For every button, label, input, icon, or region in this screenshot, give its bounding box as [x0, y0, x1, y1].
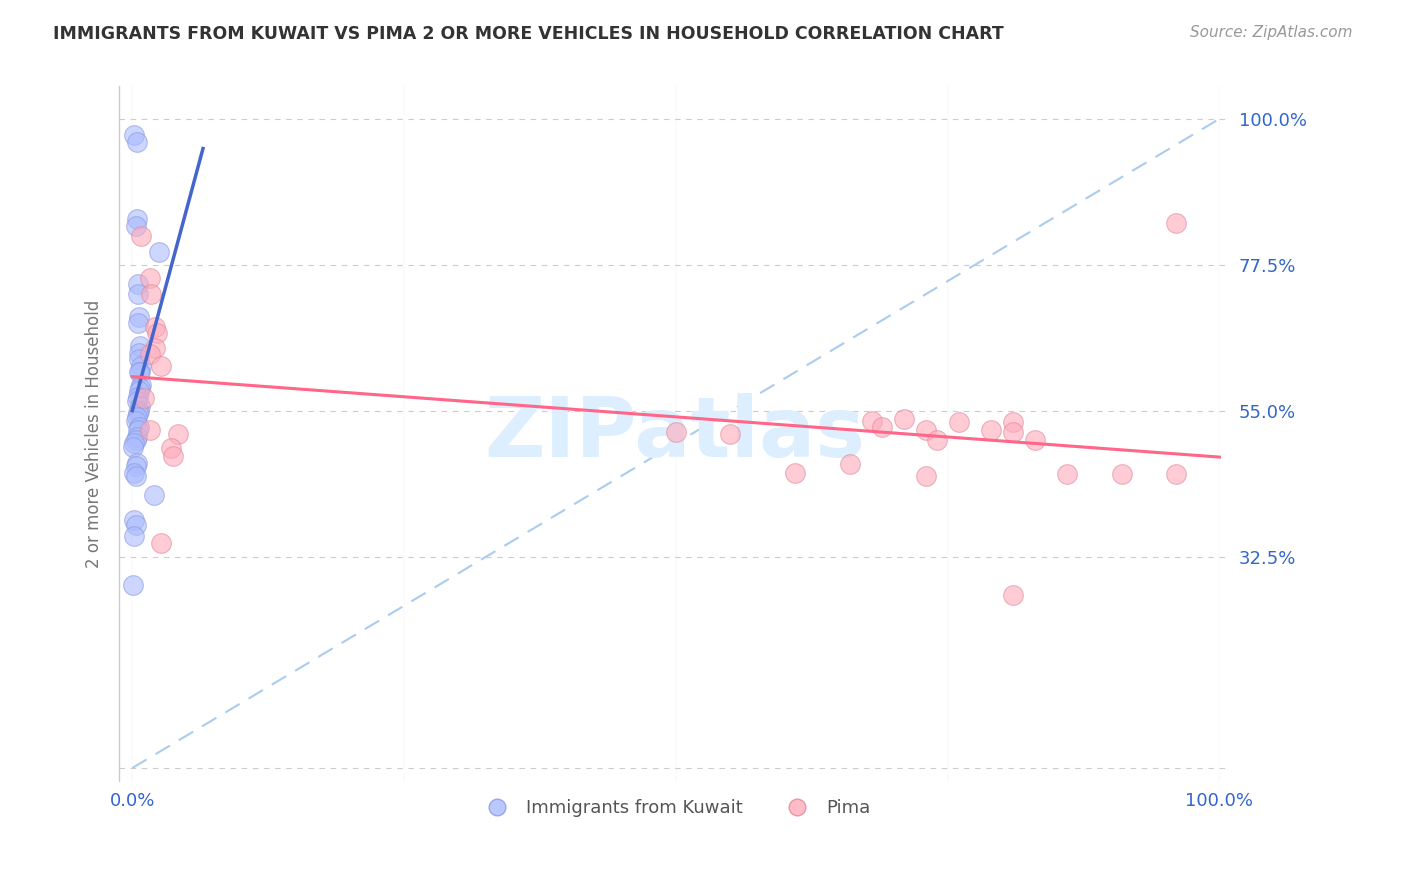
Point [124, 414, 146, 428]
Point [125, 135, 148, 149]
Point [129, 365, 152, 379]
Point [124, 529, 146, 543]
Point [128, 384, 150, 399]
Point [124, 436, 146, 450]
Point [872, 420, 894, 434]
Point [718, 426, 741, 441]
Point [149, 535, 172, 549]
Point [129, 228, 152, 243]
Point [1001, 415, 1024, 429]
Point [127, 277, 149, 292]
Point [129, 381, 152, 395]
Point [127, 316, 149, 330]
Point [134, 391, 156, 405]
Point [143, 488, 166, 502]
Point [122, 578, 145, 592]
Text: IMMIGRANTS FROM KUWAIT VS PIMA 2 OR MORE VEHICLES IN HOUSEHOLD CORRELATION CHART: IMMIGRANTS FROM KUWAIT VS PIMA 2 OR MORE… [53, 25, 1004, 43]
Point [124, 466, 146, 480]
Point [129, 359, 152, 373]
Point [128, 365, 150, 379]
Point [127, 390, 149, 404]
Point [838, 457, 860, 471]
Point [138, 347, 160, 361]
Point [124, 513, 146, 527]
Point [138, 271, 160, 285]
Point [1001, 425, 1024, 439]
Point [167, 426, 190, 441]
Point [160, 441, 183, 455]
Y-axis label: 2 or more Vehicles in Household: 2 or more Vehicles in Household [86, 300, 103, 568]
Text: Source: ZipAtlas.com: Source: ZipAtlas.com [1189, 25, 1353, 40]
Point [127, 287, 149, 301]
Point [127, 406, 149, 420]
Point [127, 424, 149, 438]
Point [125, 410, 148, 425]
Point [129, 378, 152, 392]
Point [139, 287, 162, 301]
Point [1001, 588, 1024, 602]
Point [129, 400, 152, 414]
Point [128, 404, 150, 418]
Point [948, 415, 970, 429]
Point [125, 456, 148, 470]
Point [785, 466, 807, 480]
Point [915, 424, 938, 438]
Point [1164, 467, 1187, 481]
Point [1111, 467, 1133, 481]
Point [122, 440, 145, 454]
Point [125, 394, 148, 409]
Point [125, 430, 148, 444]
Point [893, 412, 915, 426]
Point [925, 433, 948, 447]
Point [860, 414, 883, 428]
Point [124, 433, 146, 447]
Text: ZIPatlas: ZIPatlas [484, 393, 865, 475]
Point [124, 517, 146, 532]
Point [124, 468, 146, 483]
Point [149, 359, 172, 373]
Legend: Immigrants from Kuwait, Pima: Immigrants from Kuwait, Pima [472, 791, 877, 824]
Point [148, 244, 170, 259]
Point [1164, 216, 1187, 230]
Point [665, 425, 688, 440]
Point [143, 319, 166, 334]
Point [128, 310, 150, 324]
Point [124, 128, 146, 142]
Point [138, 424, 160, 438]
Point [146, 326, 169, 340]
Point [125, 212, 148, 227]
Point [124, 219, 146, 233]
Point [129, 339, 152, 353]
Point [128, 351, 150, 366]
Point [1056, 467, 1078, 481]
Point [162, 450, 184, 464]
Point [980, 424, 1002, 438]
Point [1024, 433, 1046, 447]
Point [143, 341, 166, 355]
Point [124, 459, 146, 474]
Point [915, 468, 938, 483]
Point [128, 345, 150, 359]
Point [128, 420, 150, 434]
